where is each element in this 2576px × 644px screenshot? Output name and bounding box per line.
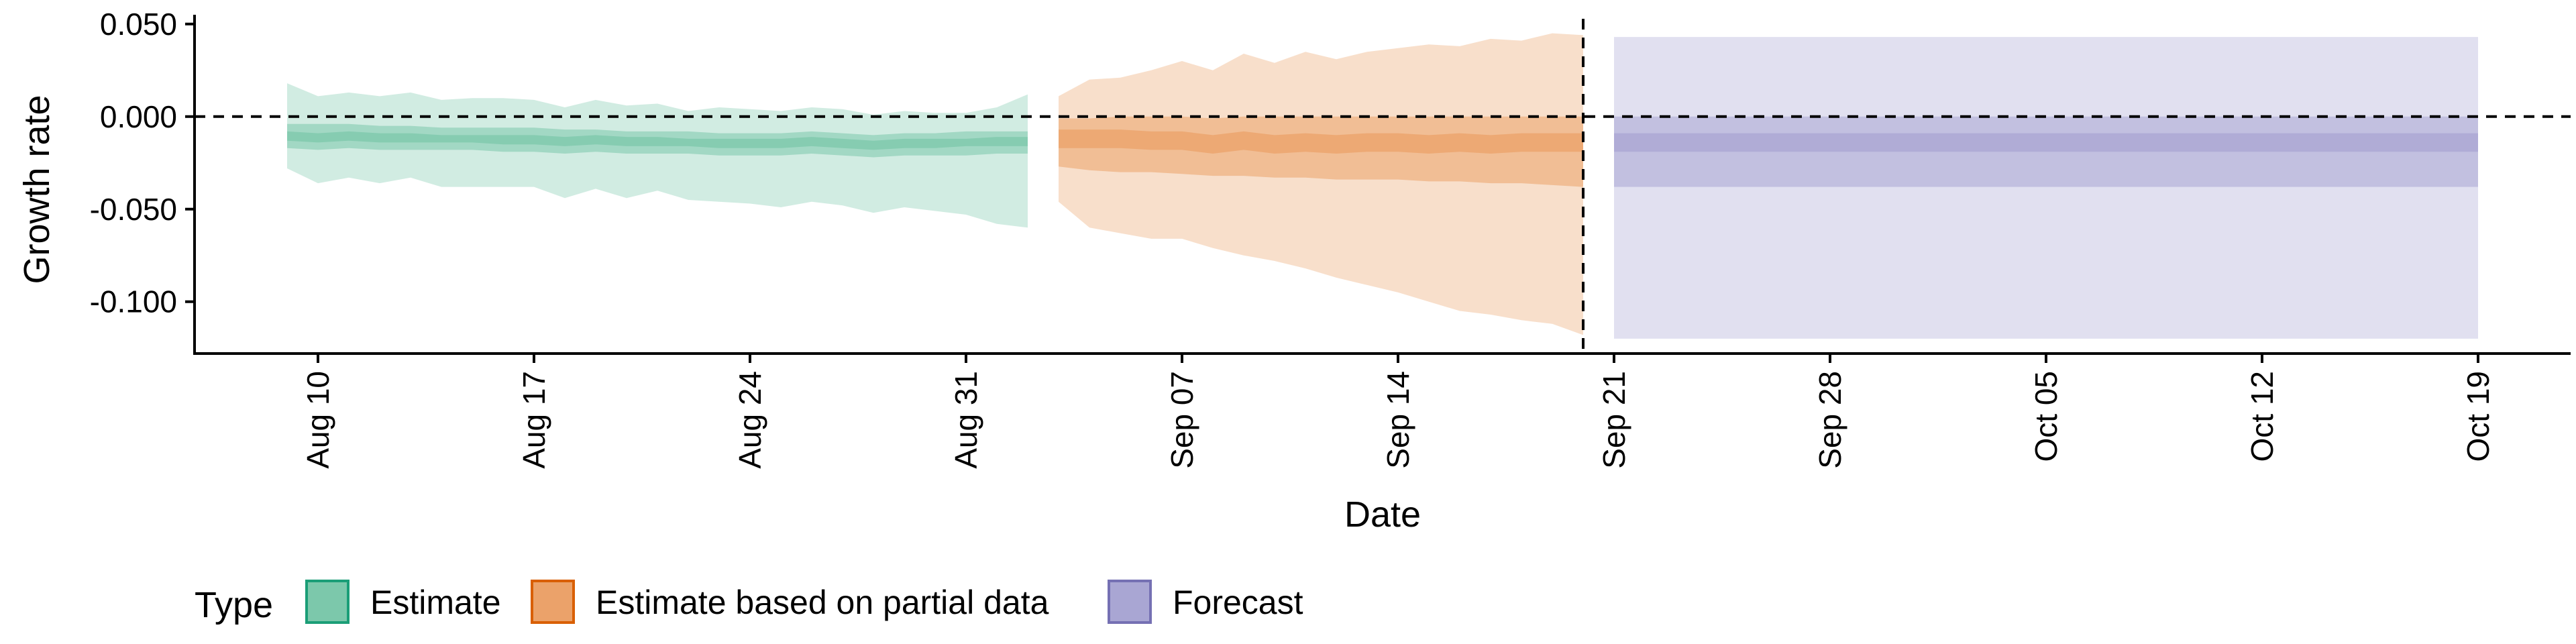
band-3 — [1059, 129, 1583, 154]
band-3 — [1614, 133, 2478, 152]
x-tick-label: Aug 10 — [301, 371, 335, 469]
legend-item: Forecast — [1108, 580, 1303, 624]
band-1 — [1059, 33, 1583, 335]
x-tick-label: Sep 07 — [1165, 371, 1199, 469]
x-tick-label: Oct 12 — [2245, 371, 2279, 462]
y-tick-label: 0.000 — [100, 99, 177, 134]
legend-label: Estimate based on partial data — [596, 584, 1049, 621]
x-tick-label: Oct 19 — [2461, 371, 2496, 462]
legend-swatch — [1108, 580, 1152, 624]
bands-layer — [287, 33, 2478, 339]
legend-item: Estimate — [305, 580, 501, 624]
x-tick-label: Sep 21 — [1597, 371, 1631, 469]
axes — [193, 15, 2571, 355]
band-2 — [1614, 116, 2478, 187]
x-tick-label: Aug 31 — [949, 371, 983, 469]
series-estimate — [287, 83, 1028, 228]
x-tick-label: Aug 17 — [517, 371, 551, 469]
legend-swatch — [305, 580, 350, 624]
x-tick-label: Sep 28 — [1813, 371, 1847, 469]
x-tick-label: Aug 24 — [733, 371, 767, 469]
legend-label: Estimate — [370, 584, 501, 621]
legend-swatch — [531, 580, 575, 624]
legend-label: Forecast — [1173, 584, 1303, 621]
y-ticks: 0.050 0.000 -0.050 -0.100 — [90, 7, 195, 319]
x-ticks: Aug 10 Aug 17 Aug 24 Aug 31 Sep 07 Sep 14 Sep … — [301, 354, 2496, 469]
band-1 — [1614, 37, 2478, 339]
reference-lines — [195, 19, 2571, 354]
x-tick-label: Sep 14 — [1381, 371, 1415, 469]
legend-item: Estimate based on partial data — [531, 580, 1049, 624]
y-tick-label: -0.050 — [90, 192, 177, 227]
x-axis-title: Date — [1344, 494, 1421, 535]
y-tick-label: 0.050 — [100, 7, 177, 42]
y-tick-label: -0.100 — [90, 284, 177, 319]
series-forecast — [1614, 37, 2478, 339]
band-1 — [287, 83, 1028, 228]
legend-title: Type — [195, 585, 273, 625]
band-3 — [287, 131, 1028, 150]
y-axis-title: Growth rate — [17, 95, 57, 284]
x-tick-label: Oct 05 — [2029, 371, 2063, 462]
series-estimate-based-on-partial-data — [1059, 33, 1583, 335]
legend: Type Estimate Estimate based on partial d… — [195, 580, 1303, 625]
